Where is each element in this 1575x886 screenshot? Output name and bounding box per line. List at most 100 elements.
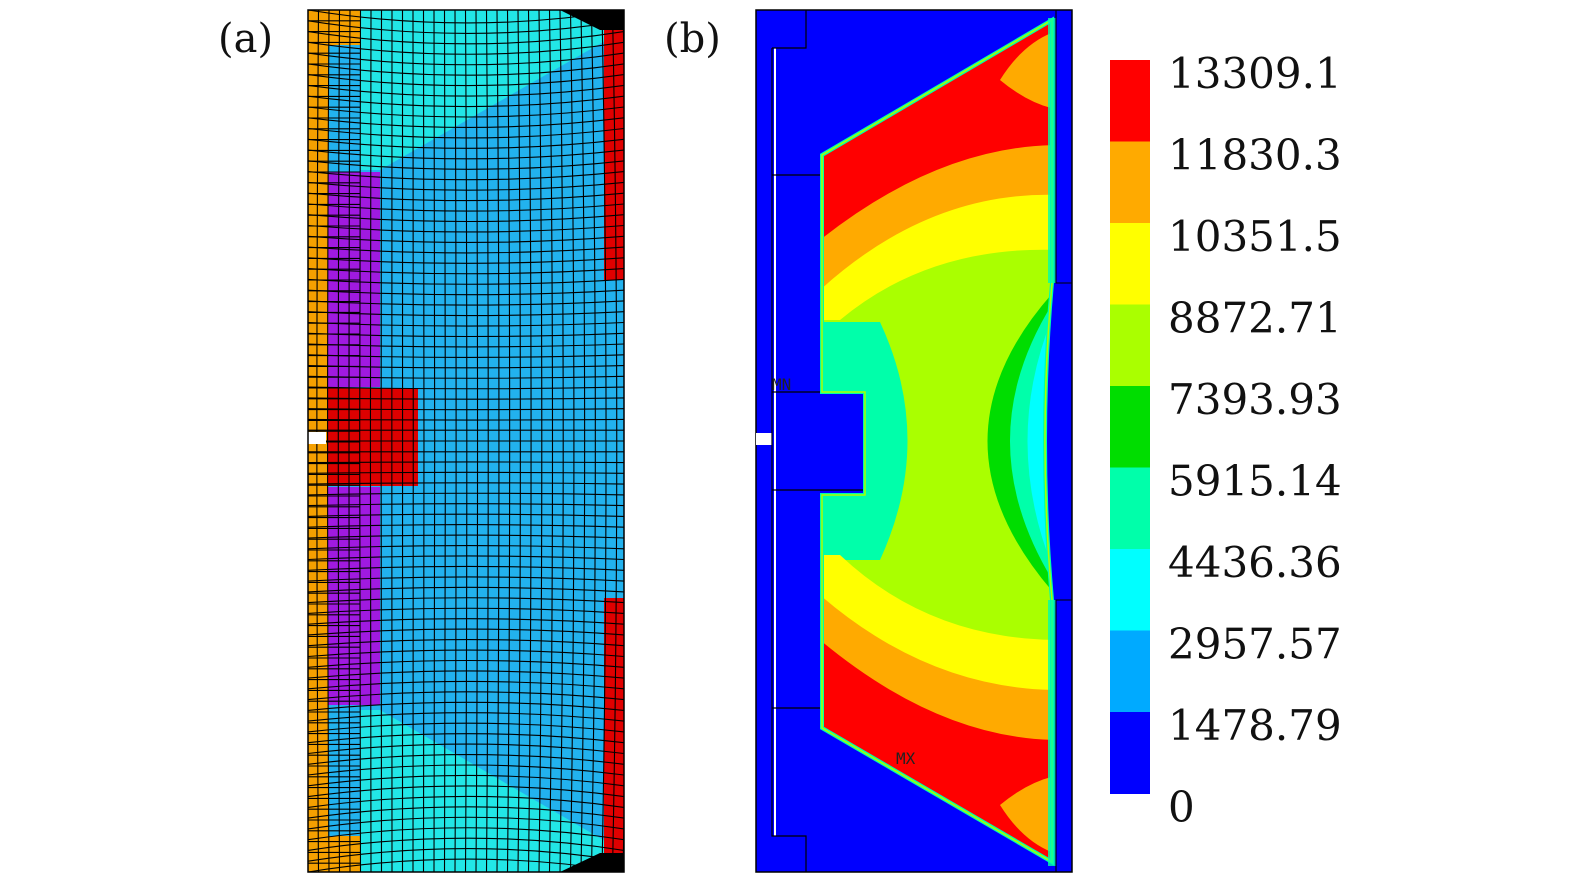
mesh-line [308,321,624,327]
legend-swatch [1110,304,1150,387]
mesh-line [308,795,624,808]
legend-value: 0 [1168,783,1195,832]
min-marker: MN [772,375,791,394]
mesh-line [308,816,624,830]
max-marker: MX [896,749,916,768]
contour-outline [771,10,866,872]
legend-value: 8872.71 [1168,294,1342,343]
mesh-line [308,565,624,571]
mesh-line [308,192,624,202]
mesh-line [308,224,624,233]
mesh-line [308,743,624,755]
mesh-line [308,138,624,149]
mesh-line [308,235,624,243]
mesh-frame [307,9,625,873]
legend-swatch [1110,630,1150,713]
legend-value: 5915.14 [1168,457,1342,506]
mesh-line [308,300,624,306]
mesh-line [308,246,624,254]
mesh-line [308,41,624,55]
mesh-line [308,513,624,517]
mesh-line [308,149,624,160]
mesh-line [308,597,624,604]
mesh-line [308,774,624,787]
mesh-line [308,471,624,474]
mesh-line [308,649,624,658]
legend-swatch [1110,386,1150,468]
mesh-line [308,74,624,87]
mesh-line [308,827,624,841]
legend-labels: 13309.1 11830.3 10351.5 8872.71 7393.93 5915.… [1168,49,1342,832]
mesh-line [308,52,624,66]
panel-a-label: (a) [218,16,273,62]
mesh-line [308,268,624,275]
mesh-line [308,278,624,285]
mesh-line [308,482,624,485]
mesh-line [308,628,624,636]
mesh-line [308,117,624,128]
mesh-line [308,84,624,97]
mesh-line [308,289,624,296]
mesh-line [308,764,624,776]
contour-right-strips [1048,18,1056,866]
mesh-line [308,214,624,223]
contour-rim-inner [821,18,1053,864]
contour-gap [756,433,772,445]
mesh-line [308,461,624,464]
legend-value: 10351.5 [1168,212,1342,261]
mesh-line [308,534,624,539]
contour-panel: MN MX [755,9,1073,873]
color-legend [1110,60,1150,794]
mesh-line [308,203,624,212]
mesh-line [308,618,624,625]
mesh-line [308,20,624,34]
mesh-line [308,63,624,76]
legend-swatch [1110,467,1150,550]
mesh-line [308,127,624,139]
mesh-line [308,659,624,668]
mesh-line [308,160,624,170]
mesh-line [308,555,624,561]
legend-swatch [1110,712,1150,794]
mesh-line [308,754,624,765]
mesh-red-strip-bottom [604,598,624,853]
mesh-line [308,524,624,528]
mesh-line [308,733,624,744]
mesh-gap [308,432,326,444]
mesh-line [308,848,624,862]
mesh-red-strip-top [604,30,624,280]
mesh-line [308,607,624,614]
mesh-line [308,712,624,722]
mesh-line [308,691,624,701]
contour-right-outline [1055,10,1072,872]
mesh-line [308,95,624,108]
mesh-line [308,503,624,507]
legend-value: 7393.93 [1168,375,1342,424]
mesh-line [308,670,624,679]
mesh-line [308,576,624,582]
legend-swatch [1110,60,1150,142]
mesh-line [308,257,624,264]
mesh-line [308,311,624,317]
lobe-bottom [1000,775,1052,855]
mesh-purple-lower [328,487,380,705]
mesh-line [308,806,624,819]
mesh-line [308,31,624,45]
mesh-red-block [328,388,418,486]
lobe-top [1000,30,1052,110]
mesh-line [308,171,624,181]
mesh-line [308,858,624,872]
legend-swatch [1110,141,1150,224]
mesh-line [308,722,624,733]
legend-value: 13309.1 [1168,49,1342,98]
mesh-line [308,10,624,24]
legend-value: 1478.79 [1168,701,1342,750]
mesh-line [308,785,624,798]
mesh-line [308,545,624,550]
mesh-line [308,586,624,593]
legend-value: 11830.3 [1168,131,1342,180]
legend-swatch [1110,549,1150,631]
legend-value: 4436.36 [1168,538,1342,587]
mesh-line [308,181,624,191]
